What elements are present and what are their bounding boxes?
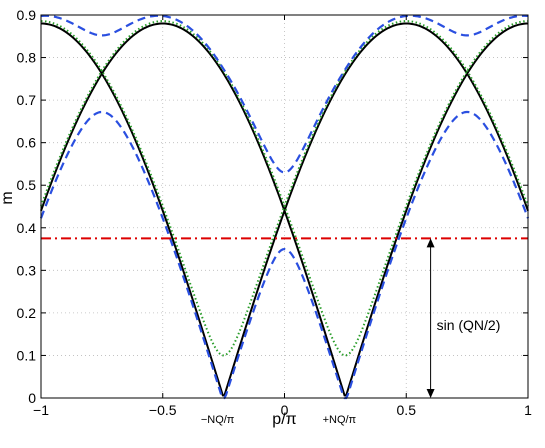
- y-tick-label: 0.9: [17, 7, 37, 23]
- y-tick-label: 0: [28, 390, 36, 406]
- y-tick-label: 0.8: [17, 50, 37, 66]
- x-extra-label: +NQ/π: [323, 414, 357, 426]
- annotation-label: sin (QN/2): [437, 317, 501, 333]
- y-tick-label: 0.3: [17, 262, 37, 278]
- y-tick-label: 0.2: [17, 305, 37, 321]
- y-tick-label: 0.7: [17, 92, 37, 108]
- y-ticks: 0 0.1 0.2 0.3 0.4 0.5 0.6 0.7 0.8 0.9 m: [0, 7, 528, 406]
- y-axis-label: m: [0, 191, 16, 204]
- annotation: sin (QN/2): [426, 238, 501, 398]
- x-tick-label: 0.5: [397, 402, 417, 418]
- x-ticks: −1 −0.5 0 0.5 1 −NQ/π +NQ/π p/π: [33, 15, 532, 428]
- curve-blue-lower: [39, 110, 530, 400]
- y-tick-label: 0.6: [17, 135, 37, 151]
- annotation-arrow-head-top: [426, 238, 435, 248]
- x-extra-label: −NQ/π: [201, 414, 235, 426]
- x-tick-label: −0.5: [149, 402, 177, 418]
- x-tick-label: −1: [33, 402, 49, 418]
- y-tick-label: 0.5: [17, 177, 37, 193]
- x-tick-label: 0: [281, 402, 289, 418]
- annotation-arrow-head-bottom: [426, 389, 435, 398]
- x-tick-label: 1: [524, 402, 532, 418]
- curve-solid-plus: [40, 22, 529, 397]
- y-tick-label: 0.1: [17, 347, 37, 363]
- curves: [39, 14, 530, 400]
- curve-green-plus: [40, 20, 529, 357]
- x-axis-label: p/π: [272, 411, 296, 428]
- y-tick-label: 0.4: [17, 220, 37, 236]
